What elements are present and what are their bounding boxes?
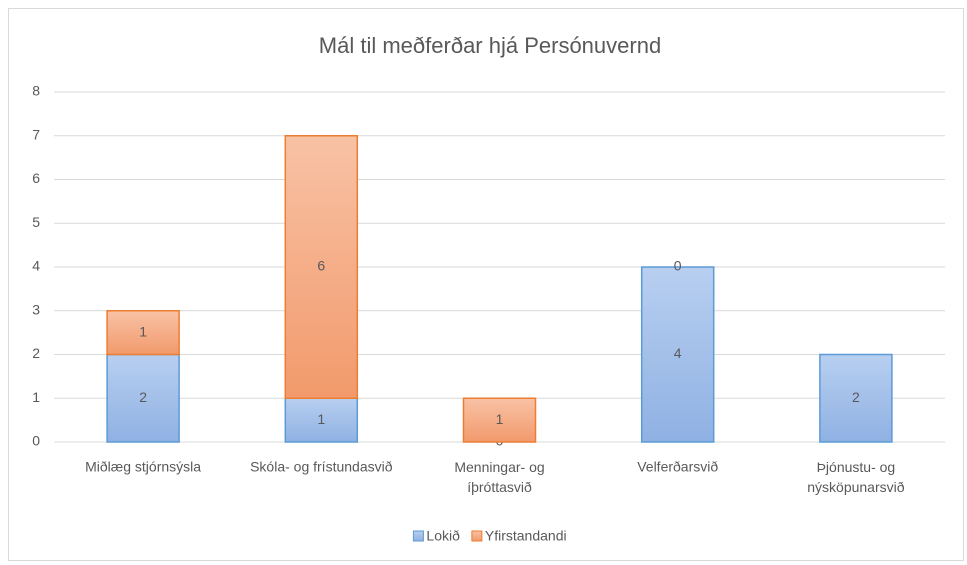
y-tick-label: 1 — [32, 389, 40, 405]
data-label: 2 — [852, 389, 860, 405]
legend-label: Lokið — [426, 528, 460, 544]
data-label: 6 — [317, 258, 325, 274]
bar-segment — [462, 397, 537, 443]
legend-swatch — [412, 530, 424, 542]
data-label: 1 — [317, 411, 325, 427]
y-tick-label: 4 — [32, 258, 40, 274]
y-tick-label: 5 — [32, 214, 40, 230]
data-label: 1 — [496, 411, 504, 427]
data-label: 4 — [674, 345, 682, 361]
x-tick-label: Menningar- og íþróttasvið — [454, 459, 544, 495]
data-label: 0 — [674, 258, 682, 274]
chart-border — [8, 8, 964, 561]
data-label: 1 — [139, 323, 147, 339]
y-tick-label: 2 — [32, 345, 40, 361]
x-tick-label: Velferðarsvið — [637, 459, 718, 475]
y-tick-label: 8 — [32, 83, 40, 99]
x-tick-label: Miðlæg stjórnsýsla — [85, 459, 201, 475]
y-tick-label: 6 — [32, 170, 40, 186]
x-tick-label: Þjónustu- og nýsköpunarsvið — [807, 459, 904, 495]
legend-label: Yfirstandandi — [485, 528, 567, 544]
data-label: 2 — [139, 389, 147, 405]
y-tick-label: 7 — [32, 126, 40, 142]
chart-title: Mál til meðferðar hjá Persónuvernd — [319, 33, 661, 58]
bar-segment — [284, 135, 359, 399]
x-tick-label: Skóla- og frístundasvið — [250, 459, 393, 475]
bar-segment — [640, 266, 715, 443]
bar-segment — [819, 353, 893, 443]
legend-swatch — [471, 530, 483, 542]
y-tick-label: 0 — [32, 433, 40, 449]
y-tick-label: 3 — [32, 301, 40, 317]
bar-segment — [106, 310, 180, 356]
bar-segment — [106, 353, 180, 443]
legend: Lokið Yfirstandandi — [412, 528, 567, 544]
